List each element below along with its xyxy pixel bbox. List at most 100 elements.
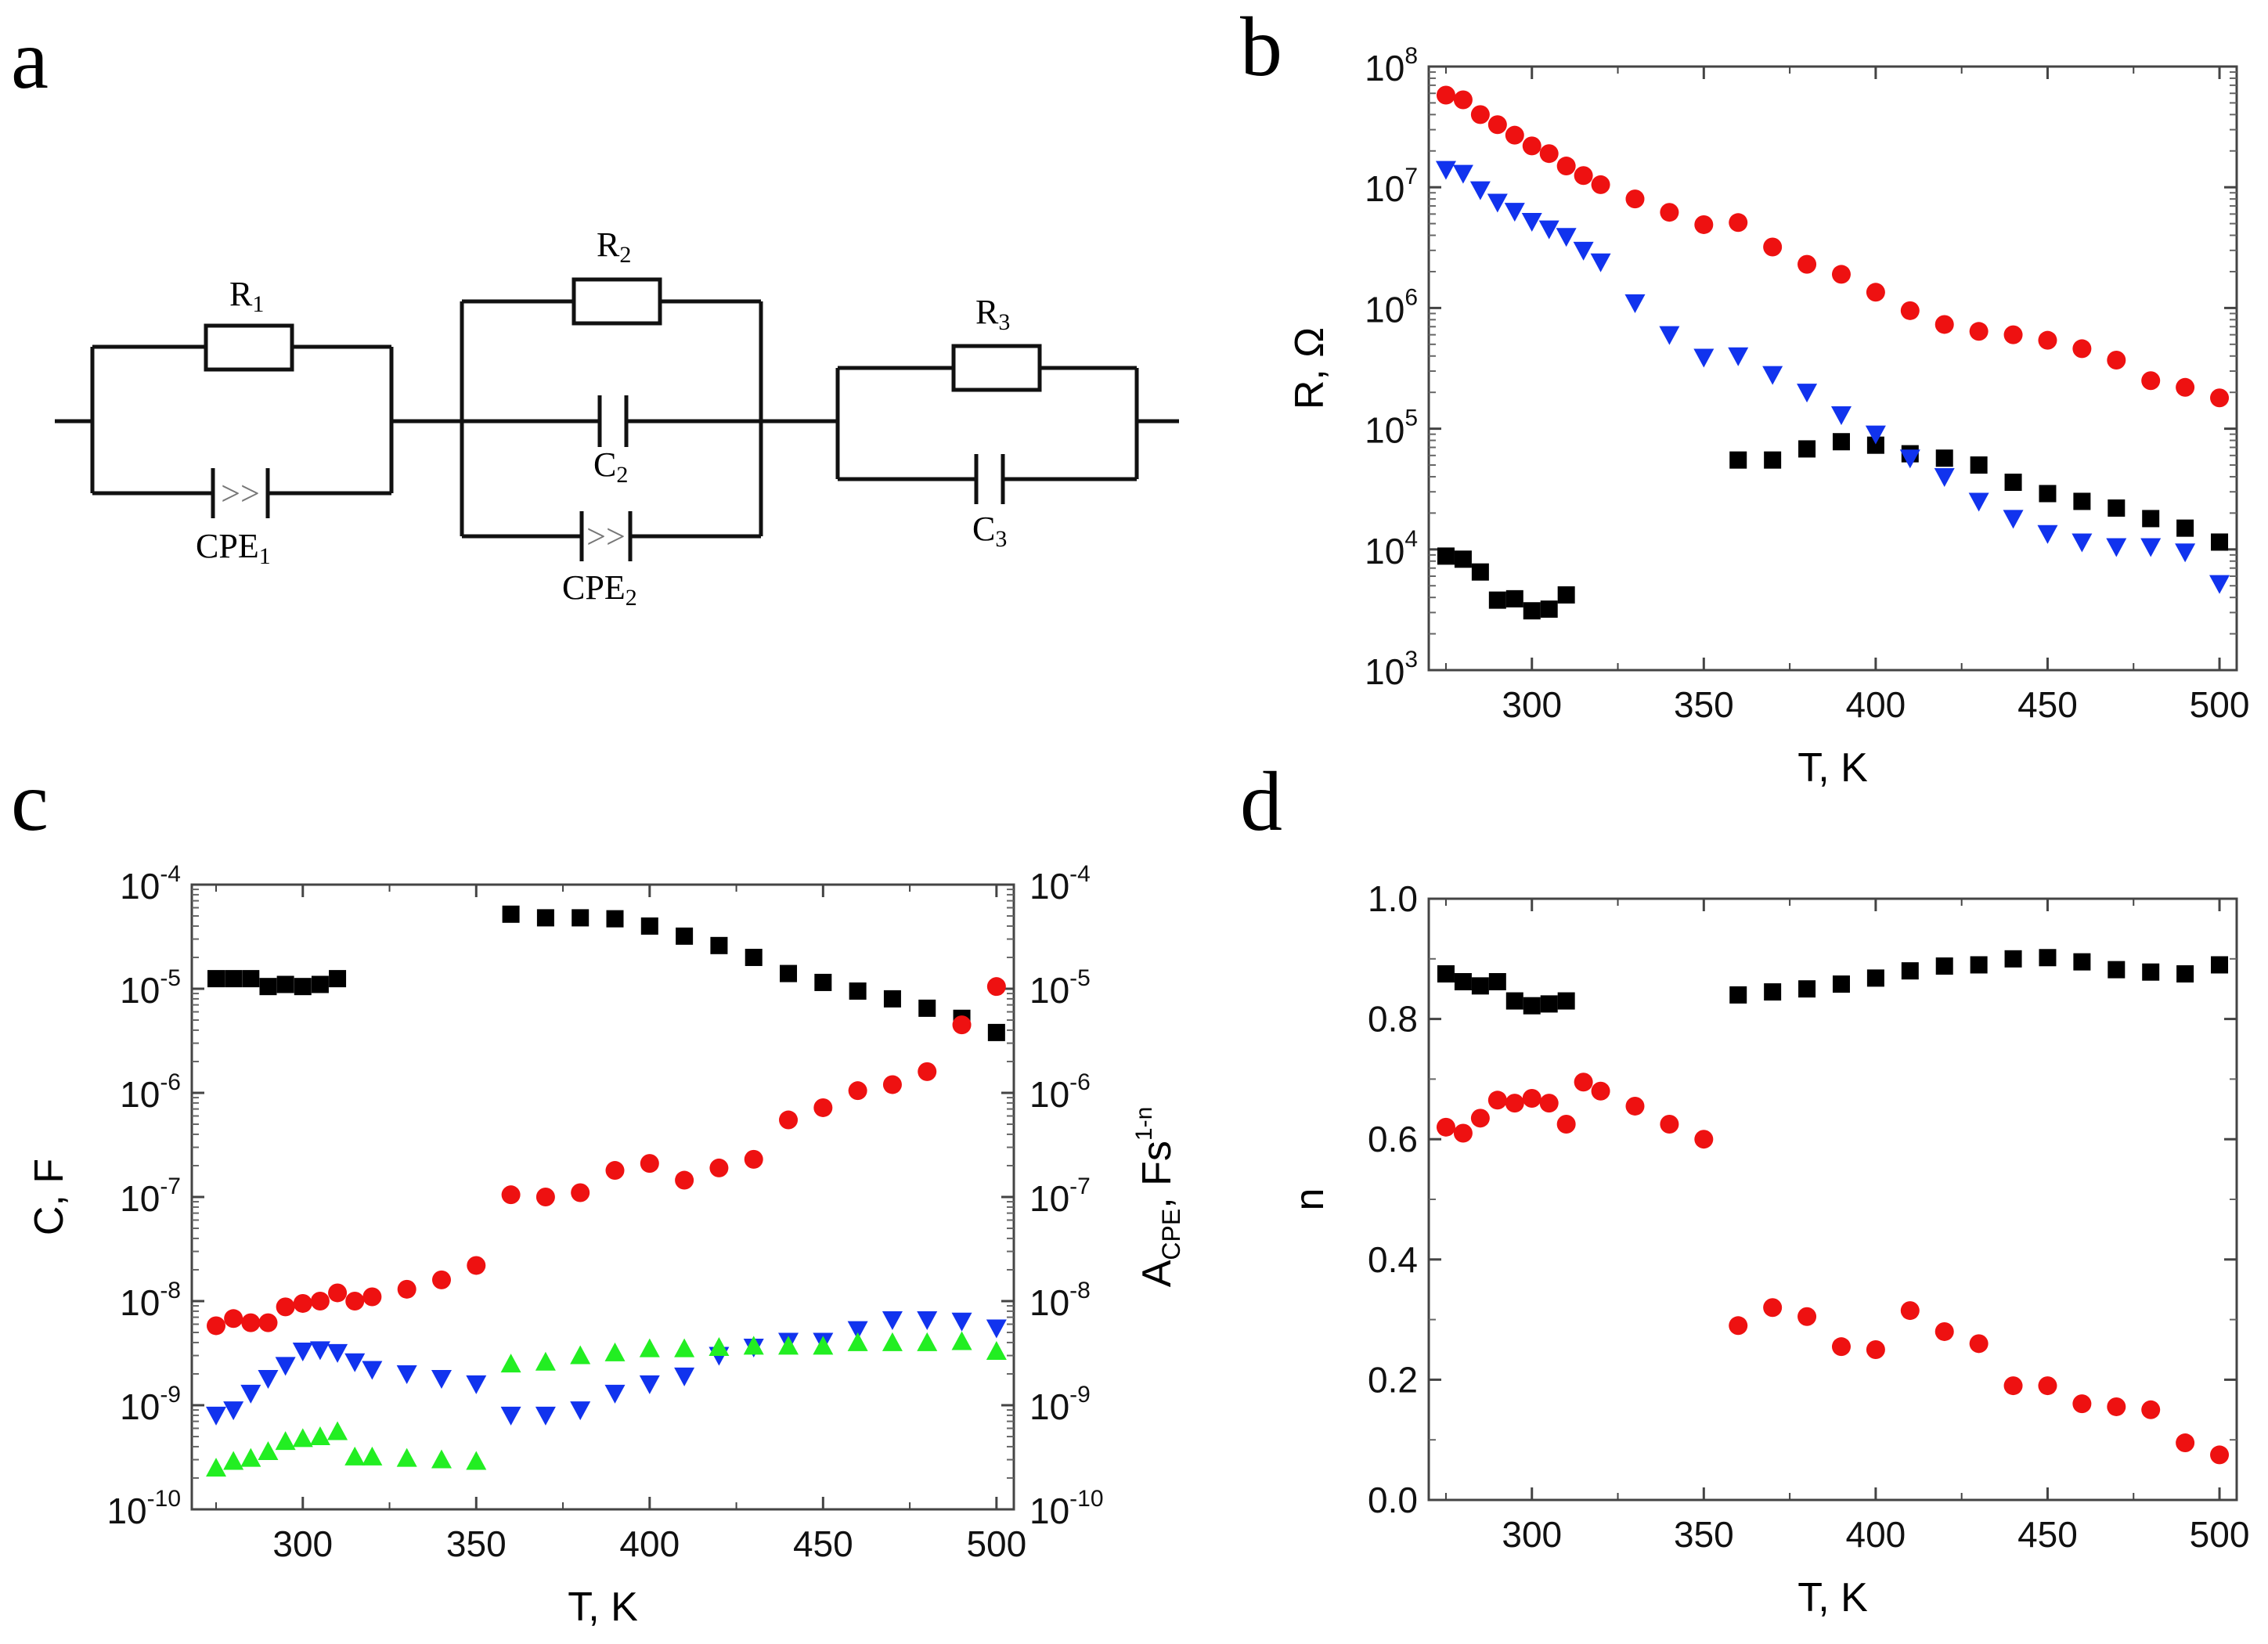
data-point-circles [882, 1075, 902, 1094]
data-point-circles [1556, 1115, 1576, 1134]
data-point-squares [1832, 975, 1850, 993]
label-cpe1: CPE1 [196, 527, 271, 569]
data-point-squares [780, 964, 798, 982]
data-point-squares [2004, 474, 2022, 492]
data-point-triangles-up [292, 1428, 313, 1448]
cpe2-symbol: >> [586, 517, 626, 556]
data-point-triangles-down [1762, 366, 1783, 385]
data-point-squares [1557, 992, 1575, 1010]
data-point-circles [1763, 237, 1783, 257]
data-point-circles [605, 1161, 625, 1181]
data-point-triangles-up [240, 1448, 261, 1467]
data-point-triangles-up [778, 1336, 799, 1355]
data-point-triangles-down [223, 1401, 244, 1421]
data-point-triangles-down [1590, 253, 1611, 272]
data-point-triangles-up [396, 1448, 417, 1467]
data-point-triangles-down [1797, 384, 1818, 403]
data-point-squares [207, 970, 225, 988]
data-point-circles [2210, 1445, 2230, 1465]
data-point-triangles-up [847, 1332, 868, 1351]
data-point-triangles-up [743, 1336, 764, 1355]
data-point-triangles-down [535, 1406, 556, 1426]
y-tick-label-c: 10-9 [120, 1382, 181, 1427]
data-point-squares [1764, 983, 1782, 1001]
data-point-squares [1471, 563, 1489, 581]
data-point-squares [1437, 547, 1455, 565]
data-point-squares [1935, 449, 1953, 467]
data-point-triangles-down [570, 1401, 591, 1421]
label-r1: R1 [229, 275, 264, 317]
data-point-circles [2176, 1433, 2195, 1453]
data-point-squares [2142, 510, 2160, 528]
data-point-circles [1591, 1081, 1610, 1101]
y-tick-label-d: 0.0 [1368, 1480, 1418, 1520]
data-point-circles [1539, 1094, 1559, 1113]
data-point-circles [1797, 254, 1817, 274]
data-point-triangles-up [604, 1342, 626, 1361]
data-point-triangles-up [570, 1345, 591, 1365]
data-point-circles [293, 1293, 312, 1313]
data-point-circles [1934, 315, 1954, 334]
data-point-squares [2108, 961, 2126, 979]
data-point-circles [1660, 203, 1679, 222]
data-point-squares [536, 909, 554, 927]
data-point-squares [1764, 451, 1782, 469]
data-point-triangles-down [1556, 228, 1577, 247]
data-point-circles [918, 1062, 937, 1081]
data-point-circles [258, 1313, 278, 1332]
data-point-triangles-down [1624, 294, 1646, 314]
data-point-triangles-down [2071, 533, 2093, 553]
cpe1-symbol: >> [221, 474, 260, 513]
label-cpe2: CPE2 [562, 568, 637, 611]
x-tick-label-d: 500 [2190, 1514, 2250, 1555]
data-point-squares [1471, 977, 1489, 995]
y-tick-label-right-c: 10-5 [1029, 965, 1091, 1011]
y-tick-label-c: 10-7 [120, 1174, 181, 1219]
data-point-triangles-up [917, 1332, 938, 1351]
data-point-squares [1523, 997, 1541, 1015]
data-point-triangles-down [500, 1406, 521, 1426]
series-circles-d [1436, 1073, 2230, 1465]
y-tick-label-b: 107 [1365, 164, 1418, 209]
data-point-circles [310, 1292, 330, 1311]
chart-b-resistance: 300 350 400 450 500 103 104 105 106 107 108 T, K R, … [1287, 43, 2249, 791]
data-point-squares [225, 970, 243, 988]
series-squares-c [207, 905, 1005, 1041]
x-tick-label-d: 450 [2017, 1514, 2078, 1555]
data-point-circles [345, 1292, 365, 1311]
data-point-circles [1866, 283, 1885, 302]
data-point-circles [744, 1149, 763, 1169]
data-point-circles [2176, 377, 2195, 397]
data-point-squares [1505, 589, 1523, 607]
data-point-circles [397, 1279, 416, 1299]
data-point-squares [1901, 962, 1919, 980]
data-point-triangles-up [813, 1336, 834, 1355]
data-point-triangles-down [240, 1384, 261, 1404]
x-tick-label-c: 350 [446, 1523, 507, 1564]
data-point-triangles-down [951, 1312, 972, 1332]
data-point-squares [2108, 499, 2126, 517]
data-point-triangles-down [1469, 181, 1491, 200]
data-point-triangles-up [639, 1338, 660, 1357]
data-point-circles [2003, 325, 2023, 344]
data-point-squares [2004, 950, 2022, 968]
data-point-triangles-up [709, 1337, 730, 1357]
data-point-triangles-up [466, 1451, 487, 1470]
data-point-circles [241, 1313, 261, 1332]
series-triangles-up-c [206, 1331, 1007, 1477]
data-point-circles [535, 1188, 555, 1206]
y-tick-label-right-c: 10-4 [1029, 861, 1091, 907]
data-point-triangles-down [1830, 406, 1852, 426]
data-point-triangles-down [1899, 449, 1920, 469]
y-tick-label-d: 0.6 [1368, 1119, 1418, 1159]
data-point-circles [467, 1256, 486, 1275]
data-point-circles [1453, 1123, 1473, 1143]
y-axis-label-d: n [1287, 1188, 1332, 1211]
data-point-triangles-down [2037, 525, 2058, 544]
data-point-triangles-up [431, 1449, 452, 1469]
data-point-circles [1729, 213, 1748, 233]
data-point-triangles-down [1521, 212, 1542, 232]
data-point-triangles-down [1452, 164, 1473, 184]
series-squares-b [1437, 433, 2229, 620]
data-point-circles [1900, 1301, 1920, 1321]
